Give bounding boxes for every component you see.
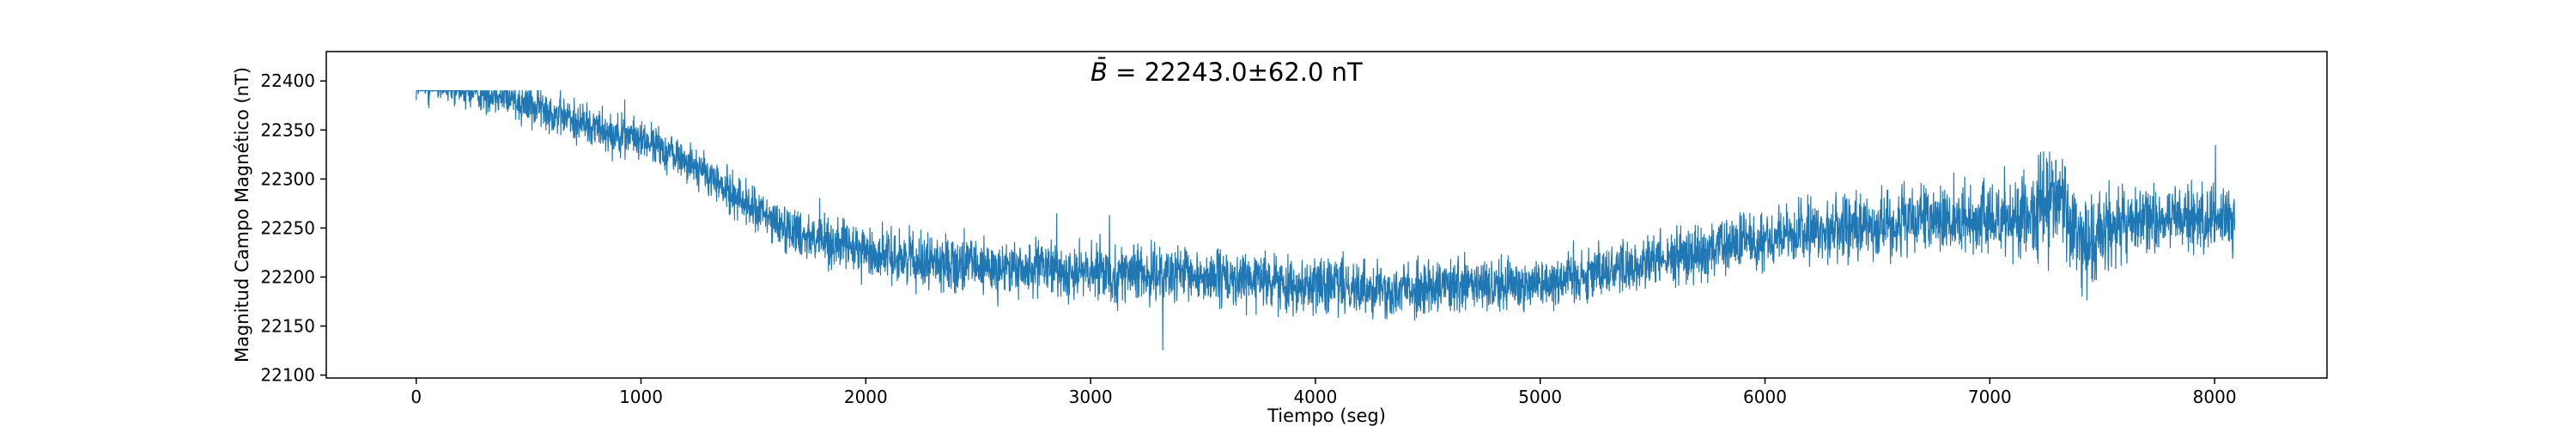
y-tick-label: 22350 <box>260 119 315 140</box>
x-tick-label: 1000 <box>619 387 663 407</box>
y-axis-label: Magnitud Campo Magnético (nT) <box>232 67 252 363</box>
x-axis: 0 1000 2000 3000 4000 5000 6000 7000 8000 <box>410 378 2237 407</box>
y-tick-label: 22100 <box>260 365 315 386</box>
plot-area-frame <box>325 51 2328 379</box>
x-tick-label: 0 <box>410 387 422 407</box>
mean-field-symbol: B̄ <box>1091 58 1108 87</box>
y-tick-label: 22300 <box>260 168 315 189</box>
x-tick-label: 2000 <box>844 387 888 407</box>
y-tick-label: 22250 <box>260 217 315 238</box>
y-tick-label: 22200 <box>260 266 315 287</box>
x-tick-label: 6000 <box>1743 387 1787 407</box>
y-tick-label: 22150 <box>260 316 315 337</box>
series-layer <box>416 90 2236 351</box>
y-tick-label: 22400 <box>260 70 315 91</box>
x-tick-label: 3000 <box>1069 387 1113 407</box>
mean-field-annotation: B̄ = 22243.0±62.0 nT <box>1091 58 1363 87</box>
x-tick-label: 8000 <box>2193 387 2237 407</box>
x-tick-label: 5000 <box>1518 387 1562 407</box>
x-tick-label: 7000 <box>1968 387 2012 407</box>
x-tick-label: 4000 <box>1293 387 1337 407</box>
mean-field-value: = 22243.0±62.0 nT <box>1108 58 1363 87</box>
y-axis: 22100 22150 22200 22250 22300 22350 22400 <box>260 70 326 386</box>
x-axis-label: Tiempo (seg) <box>1267 406 1386 426</box>
series-line <box>416 90 2236 351</box>
